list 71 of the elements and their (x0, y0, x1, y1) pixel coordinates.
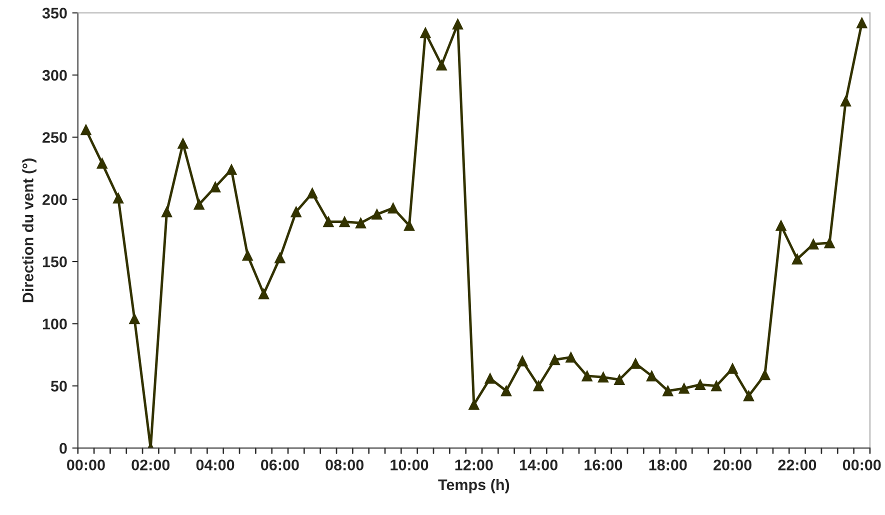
point (258, 288, 270, 300)
point (824, 238, 835, 248)
x-tick-label: 20:00 (714, 460, 752, 470)
point (161, 206, 172, 218)
x-tick-label: 00:00 (842, 460, 881, 470)
point (210, 182, 221, 192)
point (290, 206, 302, 218)
point (533, 380, 544, 392)
x-tick-label: 08:00 (326, 460, 364, 470)
point (646, 370, 658, 382)
point (517, 356, 528, 366)
y-tick-label: 100 (42, 318, 67, 330)
x-tick-label: 10:00 (390, 460, 428, 470)
point (711, 380, 722, 392)
point (484, 373, 496, 384)
point (274, 252, 286, 264)
point (226, 164, 237, 175)
point (306, 188, 318, 199)
x-tick-label: 04:00 (196, 460, 234, 470)
point (662, 385, 674, 396)
y-tick-label: 200 (42, 194, 67, 206)
point (549, 354, 560, 366)
point (792, 254, 803, 264)
y-tick-label: 350 (42, 8, 67, 19)
point (566, 352, 576, 363)
point (420, 27, 431, 38)
point (582, 370, 592, 382)
point (598, 372, 609, 383)
y-tick-label: 250 (42, 132, 67, 143)
point (388, 202, 398, 214)
point (452, 18, 464, 30)
point (808, 238, 819, 250)
point (678, 382, 690, 394)
point (372, 208, 382, 220)
point (630, 358, 641, 369)
point (614, 374, 625, 386)
point (355, 218, 366, 228)
point (500, 385, 512, 396)
point (339, 216, 350, 228)
point (694, 379, 706, 390)
point (436, 60, 447, 70)
point (743, 390, 754, 402)
x-tick-label: 12:00 (455, 460, 493, 470)
point (112, 192, 124, 204)
point (776, 220, 786, 231)
point (323, 216, 334, 228)
y-axis-title: Direction du vent (°) (22, 158, 36, 302)
x-axis-title: Temps (h) (438, 478, 510, 494)
point (80, 124, 92, 136)
point (96, 158, 108, 169)
point (129, 313, 140, 324)
point (178, 138, 188, 149)
point (468, 399, 480, 410)
y-tick-label: 300 (42, 70, 67, 81)
point (242, 250, 253, 261)
x-tick-label: 16:00 (584, 460, 622, 470)
point (194, 198, 204, 210)
x-tick-label: 06:00 (261, 460, 299, 470)
point (760, 369, 770, 380)
point (727, 363, 738, 374)
y-tick-label: 150 (42, 256, 67, 268)
y-tick-label: 50 (50, 380, 67, 392)
x-tick-label: 00:00 (67, 460, 105, 470)
point (840, 96, 852, 107)
x-tick-label: 18:00 (649, 460, 687, 470)
point (404, 220, 415, 231)
point (856, 17, 868, 28)
y-tick-label: 0 (60, 442, 67, 454)
x-tick-label: 22:00 (778, 460, 816, 470)
x-tick-label: 14:00 (520, 460, 558, 470)
x-tick-label: 02:00 (132, 460, 170, 470)
